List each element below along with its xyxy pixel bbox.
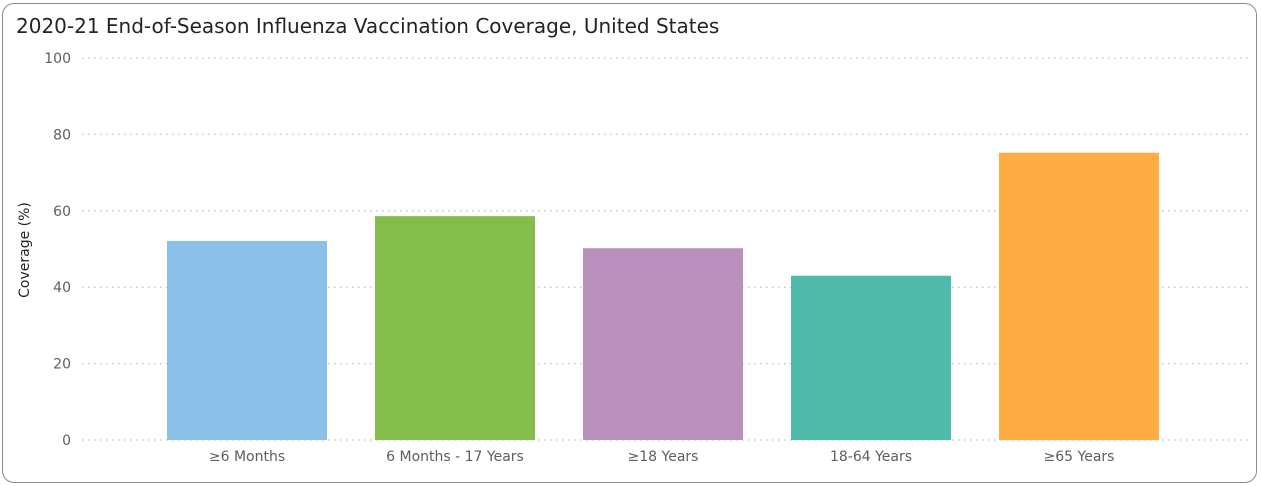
y-axis-ticks: 0 20 40 60 80 100 xyxy=(44,51,71,449)
x-tick-label: 18-64 Years xyxy=(830,449,912,465)
y-tick-label: 60 xyxy=(53,204,71,220)
bar[interactable] xyxy=(791,275,951,440)
y-tick-label: 100 xyxy=(44,51,71,67)
bars xyxy=(167,152,1159,440)
bar[interactable] xyxy=(375,216,535,440)
bar[interactable] xyxy=(999,152,1159,440)
bar[interactable] xyxy=(167,240,327,440)
x-tick-label: ≥6 Months xyxy=(209,449,285,465)
y-tick-label: 40 xyxy=(53,280,71,296)
chart-title: 2020-21 End-of-Season Influenza Vaccinat… xyxy=(16,14,720,38)
x-axis-ticks: ≥6 Months 6 Months - 17 Years ≥18 Years 18-… xyxy=(209,449,1115,465)
y-tick-label: 80 xyxy=(53,127,71,143)
x-tick-label: ≥65 Years xyxy=(1044,449,1115,465)
x-tick-label: ≥18 Years xyxy=(628,449,699,465)
bar[interactable] xyxy=(583,248,743,440)
y-tick-label: 0 xyxy=(62,433,71,449)
x-tick-label: 6 Months - 17 Years xyxy=(386,449,524,465)
y-tick-label: 20 xyxy=(53,357,71,373)
y-axis-label: Coverage (%) xyxy=(17,202,33,298)
